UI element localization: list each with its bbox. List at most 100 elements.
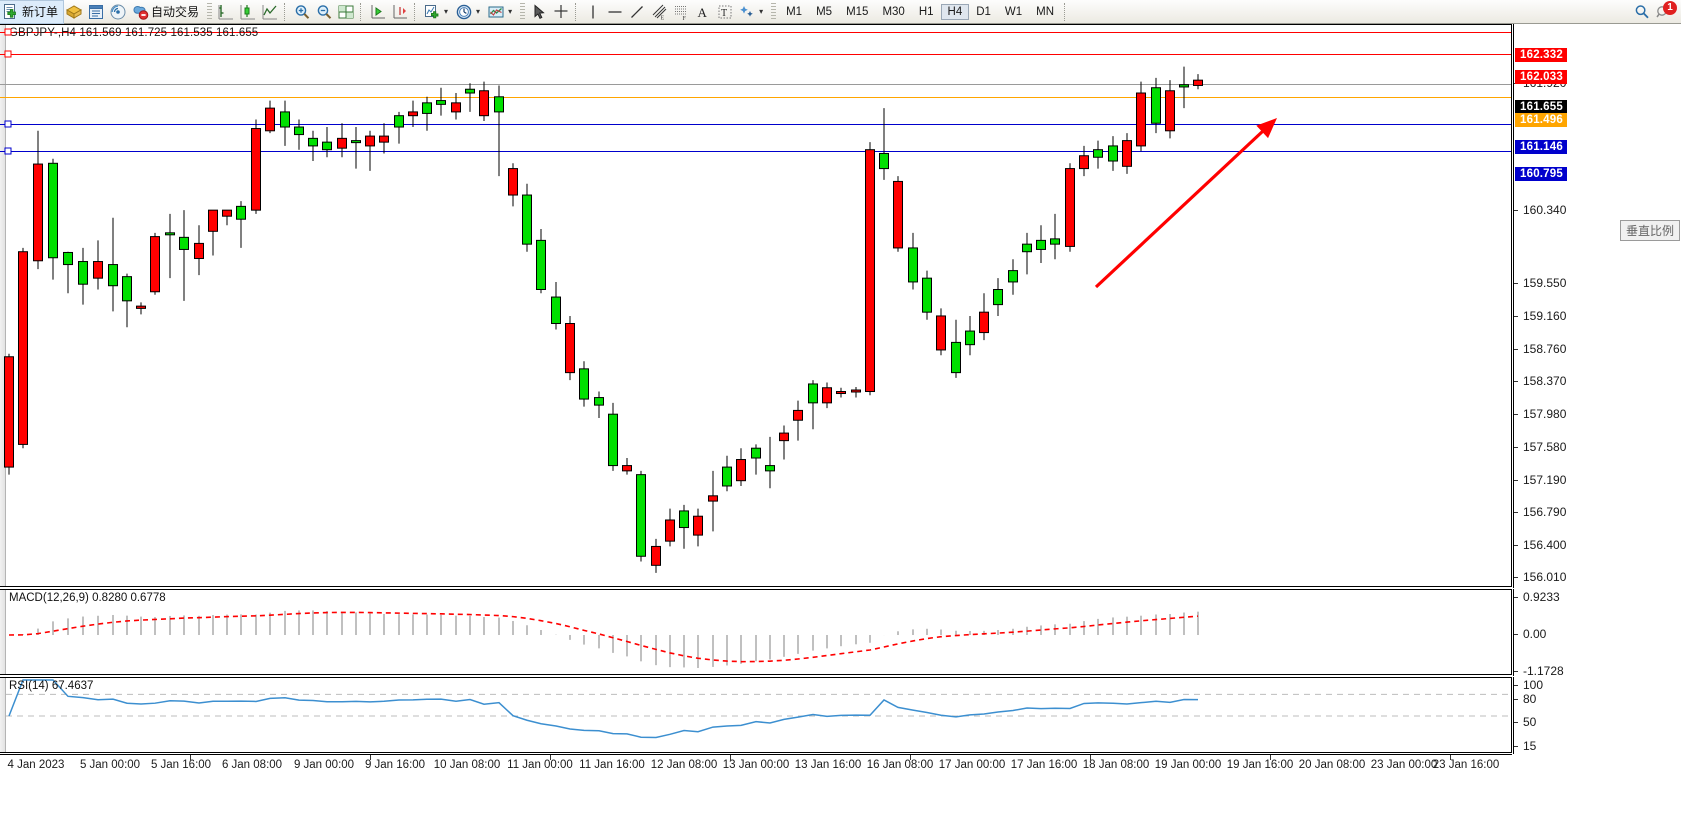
price-tag-take-profit-upper[interactable]: 162.332 (1515, 48, 1567, 62)
arrow-shaft[interactable] (1094, 129, 1265, 289)
notifications-button[interactable]: 1 (1653, 0, 1677, 23)
toolbar-grip-3[interactable] (771, 2, 777, 21)
time-axis[interactable]: 4 Jan 2023 5 Jan 00:00 5 Jan 16:00 6 Jan 08… (0, 754, 1512, 780)
candlestick (494, 85, 504, 177)
level-line-tp-lower[interactable] (0, 54, 1511, 55)
vertical-scale-badge[interactable]: 垂直比例 (1619, 220, 1680, 241)
autotrading-button[interactable]: 自动交易 (129, 1, 204, 23)
timeframe-mn[interactable]: MN (1036, 5, 1055, 18)
zoom-out-button[interactable] (313, 1, 335, 23)
level-line-tp-upper[interactable] (0, 32, 1511, 33)
chart-grid-icon (338, 5, 354, 18)
price-pane[interactable]: GBPJPY-,H4 161.569 161.725 161.535 161.6… (0, 24, 1512, 587)
chart-shift-button[interactable] (389, 1, 411, 23)
toolbar-grip-1[interactable] (207, 2, 213, 21)
candlestick (165, 213, 175, 279)
price-axis[interactable]: 161.920160.340159.550159.160158.760158.3… (1513, 24, 1681, 650)
main-toolbar: 新订单 (0, 0, 1681, 24)
zoom-in-button[interactable] (291, 1, 313, 23)
candlestick (150, 232, 160, 295)
candlestick (1093, 140, 1103, 169)
auto-scroll-button[interactable] (367, 1, 389, 23)
text-button[interactable]: A (692, 1, 714, 23)
price-tag-last-price[interactable]: 161.655 (1515, 100, 1567, 114)
horizontal-line-button[interactable] (604, 1, 626, 23)
candlestick-chart-button[interactable] (237, 1, 259, 23)
timeframe-m5[interactable]: M5 (816, 5, 833, 18)
time-tick (1450, 755, 1451, 760)
price-tag-take-profit-lower[interactable]: 162.033 (1515, 70, 1567, 84)
bar-chart-button[interactable] (215, 1, 237, 23)
period-dropdown-caret[interactable]: ▾ (476, 7, 481, 16)
timeframe-w1[interactable]: W1 (1004, 5, 1023, 18)
rsi-pane[interactable]: RSI(14) 67.4637 (0, 677, 1512, 753)
rsi-line (8, 679, 1199, 739)
trendline-button[interactable] (626, 1, 648, 23)
level-handle-tp-upper[interactable] (4, 28, 12, 36)
chart-grid-button[interactable] (335, 1, 357, 23)
time-label: 16 Jan 08:00 (866, 759, 934, 771)
level-line-sl-lower[interactable] (0, 151, 1511, 152)
cursor-button[interactable] (528, 1, 550, 23)
templates-dropdown-caret[interactable]: ▾ (508, 7, 513, 16)
time-label: 13 Jan 16:00 (794, 759, 862, 771)
equidistant-channel-button[interactable]: E (648, 1, 670, 23)
price-tag-entry-price[interactable]: 161.496 (1515, 113, 1567, 127)
candlestick (1036, 225, 1046, 264)
objects-button[interactable]: ▾ (736, 1, 768, 23)
candlestick (1136, 81, 1146, 152)
uptrend-arrow-annotation[interactable] (0, 25, 1512, 587)
indicators-button[interactable]: ▾ (421, 1, 453, 23)
svg-text:A: A (698, 5, 708, 20)
toolbar-grip-2[interactable] (520, 2, 526, 21)
price-tick: 158.370 (1514, 374, 1566, 388)
vertical-line-button[interactable] (582, 1, 604, 23)
candlestick (651, 538, 661, 573)
candlestick (822, 382, 832, 409)
chart-area[interactable]: GBPJPY-,H4 161.569 161.725 161.535 161.6… (0, 24, 1681, 827)
time-label: 17 Jan 00:00 (938, 759, 1006, 771)
status-strip (0, 780, 1681, 827)
candlestick-chart-icon (240, 4, 256, 19)
timeframe-m15[interactable]: M15 (846, 5, 869, 18)
signals-button[interactable] (107, 1, 129, 23)
level-line-sl-upper[interactable] (0, 124, 1511, 125)
notifications-badge: 1 (1663, 0, 1677, 15)
timeframe-h1[interactable]: H1 (918, 5, 934, 18)
toolbar-separator-1 (284, 2, 288, 21)
candlestick (965, 315, 975, 356)
arrow-head[interactable] (1256, 118, 1277, 139)
new-order-button[interactable]: 新订单 (0, 0, 65, 24)
candlestick (222, 209, 232, 226)
level-handle-sl-lower[interactable] (4, 147, 12, 155)
candlestick (1165, 80, 1175, 139)
macd-pane[interactable]: MACD(12,26,9) 0.8280 0.6778 (0, 589, 1512, 675)
level-handle-tp-lower[interactable] (4, 50, 12, 58)
level-line-entry[interactable] (0, 97, 1511, 98)
fibonacci-button[interactable]: F (670, 1, 692, 23)
templates-button[interactable]: ▾ (485, 1, 517, 23)
time-tick (370, 755, 371, 760)
crosshair-button[interactable] (550, 1, 572, 23)
data-window-button[interactable] (85, 1, 107, 23)
price-tag-stop-loss-upper[interactable]: 161.146 (1515, 140, 1567, 154)
indicators-dropdown-caret[interactable]: ▾ (444, 7, 449, 16)
equidistant-channel-icon: E (652, 4, 667, 21)
text-label-button[interactable]: T (714, 1, 736, 23)
period-button[interactable]: ▾ (453, 1, 485, 23)
line-chart-button[interactable] (259, 1, 281, 23)
objects-dropdown-caret[interactable]: ▾ (759, 7, 764, 16)
expert-advisors-button[interactable] (63, 1, 85, 23)
search-button[interactable] (1631, 1, 1653, 23)
timeframe-m1[interactable]: M1 (786, 5, 803, 18)
zoom-in-icon (295, 4, 310, 19)
price-tag-stop-loss-lower[interactable]: 160.795 (1515, 167, 1567, 181)
candlestick (565, 315, 575, 381)
timeframe-d1[interactable]: D1 (976, 5, 991, 18)
price-tick: 157.580 (1514, 440, 1566, 454)
zoom-out-icon (317, 4, 332, 19)
new-order-label: 新订单 (22, 5, 59, 19)
timeframe-m30[interactable]: M30 (882, 5, 905, 18)
level-handle-sl-upper[interactable] (4, 120, 12, 128)
timeframe-h4[interactable]: H4 (940, 3, 970, 20)
